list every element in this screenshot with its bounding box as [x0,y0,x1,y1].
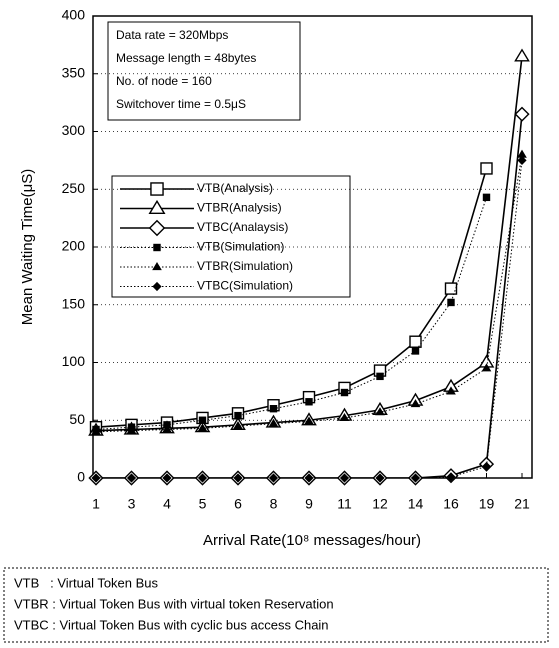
x-tick-label: 21 [514,496,530,512]
footnote: VTBR : Virtual Token Bus with virtual to… [14,596,334,611]
marker [411,347,420,355]
marker [340,388,349,397]
marker [152,281,162,292]
x-tick-label: 12 [372,496,388,512]
marker [410,399,421,408]
marker [376,372,384,381]
marker [148,219,166,237]
marker [305,398,313,406]
annotation-text: Data rate = 320Mbps [116,28,228,42]
marker [514,106,530,122]
marker [150,182,164,196]
marker [447,298,455,307]
marker [162,424,172,433]
x-tick-label: 16 [443,496,459,512]
y-tick-label: 300 [62,122,86,138]
legend-label: VTBC(Simulation) [197,279,293,293]
marker [481,363,492,372]
marker [233,421,243,430]
x-tick-label: 4 [163,496,171,512]
marker [409,335,422,348]
legend-box [111,175,351,298]
annotation-text: Message length = 48bytes [116,51,256,65]
y-tick-label: 350 [62,64,86,80]
marker [410,473,421,483]
footnote-box [3,567,549,643]
y-tick-label: 250 [62,180,86,196]
marker [197,423,208,432]
annotation-text: Switchover time = 0.5μS [116,97,246,111]
marker [375,473,385,483]
marker [446,386,456,395]
x-tick-label: 19 [479,496,495,512]
marker [162,473,172,483]
x-tick-label: 11 [337,496,352,512]
y-tick-label: 400 [62,7,86,23]
marker [126,425,137,434]
legend-label: VTBR(Analysis) [197,201,282,215]
legend-label: VTB(Analysis) [197,181,273,195]
marker [268,473,279,483]
x-tick-label: 9 [305,496,313,512]
marker [480,162,493,175]
marker [233,473,243,483]
marker [153,243,161,252]
x-tick-label: 6 [234,496,242,512]
marker [148,199,166,215]
marker [446,472,456,482]
x-tick-label: 5 [199,496,207,512]
x-tick-label: 3 [128,496,136,512]
marker [339,473,350,483]
marker [517,155,527,165]
marker [304,416,314,425]
y-tick-label: 0 [77,469,85,485]
series-line [95,197,487,430]
footnote: VTBC : Virtual Token Bus with cyclic bus… [14,617,329,632]
marker [198,416,207,424]
marker [339,412,350,422]
legend-label: VTBR(Simulation) [197,259,293,273]
marker [126,473,137,483]
marker [269,405,278,413]
y-tick-label: 200 [62,238,86,254]
x-tick-label: 8 [270,496,278,512]
x-tick-label: 14 [408,496,424,512]
y-tick-label: 50 [69,411,85,427]
marker [91,473,101,483]
marker [91,426,101,435]
marker [514,48,530,62]
legend-label: VTBC(Analaysis) [197,220,288,234]
annotation-text: No. of node = 160 [116,74,212,88]
y-tick-label: 150 [62,295,86,311]
footnote: VTB : Virtual Token Bus [14,575,159,590]
annotation-box [107,21,301,121]
marker [268,418,279,427]
marker [444,282,458,295]
marker [375,407,385,416]
marker [482,193,491,202]
marker [197,473,208,483]
x-tick-label: 1 [92,496,100,512]
y-tick-label: 100 [62,353,86,369]
marker [481,461,492,472]
marker [234,411,242,420]
marker [152,262,162,271]
x-axis-label: Arrival Rate(10⁸ messages/hour) [203,532,421,549]
legend-label: VTB(Simulation) [197,240,284,254]
y-axis-label: Mean Waiting Time(μS) [19,169,36,325]
marker [304,473,314,483]
